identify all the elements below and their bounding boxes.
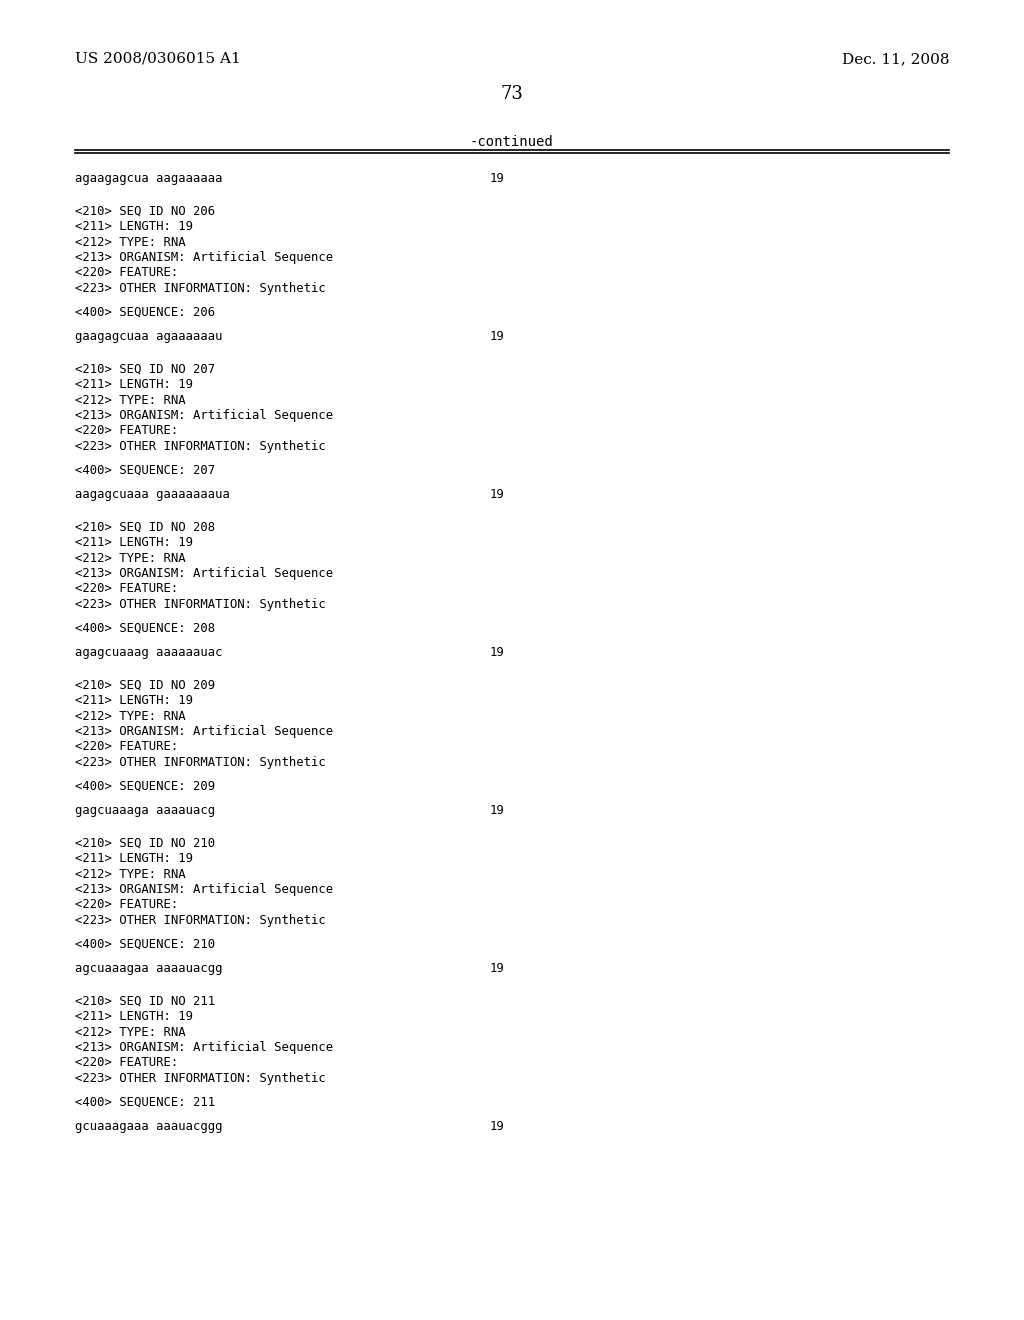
Text: <400> SEQUENCE: 207: <400> SEQUENCE: 207 bbox=[75, 465, 215, 477]
Text: agaagagcua aagaaaaaa: agaagagcua aagaaaaaa bbox=[75, 172, 222, 185]
Text: <213> ORGANISM: Artificial Sequence: <213> ORGANISM: Artificial Sequence bbox=[75, 725, 333, 738]
Text: <212> TYPE: RNA: <212> TYPE: RNA bbox=[75, 393, 185, 407]
Text: <400> SEQUENCE: 210: <400> SEQUENCE: 210 bbox=[75, 939, 215, 950]
Text: <400> SEQUENCE: 206: <400> SEQUENCE: 206 bbox=[75, 306, 215, 319]
Text: gagcuaaaga aaaauacg: gagcuaaaga aaaauacg bbox=[75, 804, 215, 817]
Text: <211> LENGTH: 19: <211> LENGTH: 19 bbox=[75, 378, 193, 391]
Text: <400> SEQUENCE: 209: <400> SEQUENCE: 209 bbox=[75, 780, 215, 793]
Text: 19: 19 bbox=[490, 488, 505, 502]
Text: <210> SEQ ID NO 210: <210> SEQ ID NO 210 bbox=[75, 837, 215, 850]
Text: <220> FEATURE:: <220> FEATURE: bbox=[75, 582, 178, 595]
Text: 19: 19 bbox=[490, 172, 505, 185]
Text: <212> TYPE: RNA: <212> TYPE: RNA bbox=[75, 867, 185, 880]
Text: <223> OTHER INFORMATION: Synthetic: <223> OTHER INFORMATION: Synthetic bbox=[75, 913, 326, 927]
Text: <223> OTHER INFORMATION: Synthetic: <223> OTHER INFORMATION: Synthetic bbox=[75, 1072, 326, 1085]
Text: <223> OTHER INFORMATION: Synthetic: <223> OTHER INFORMATION: Synthetic bbox=[75, 282, 326, 294]
Text: <210> SEQ ID NO 206: <210> SEQ ID NO 206 bbox=[75, 205, 215, 218]
Text: <223> OTHER INFORMATION: Synthetic: <223> OTHER INFORMATION: Synthetic bbox=[75, 598, 326, 611]
Text: <223> OTHER INFORMATION: Synthetic: <223> OTHER INFORMATION: Synthetic bbox=[75, 756, 326, 770]
Text: <211> LENGTH: 19: <211> LENGTH: 19 bbox=[75, 694, 193, 708]
Text: <213> ORGANISM: Artificial Sequence: <213> ORGANISM: Artificial Sequence bbox=[75, 251, 333, 264]
Text: <220> FEATURE:: <220> FEATURE: bbox=[75, 425, 178, 437]
Text: <213> ORGANISM: Artificial Sequence: <213> ORGANISM: Artificial Sequence bbox=[75, 883, 333, 896]
Text: agagcuaaag aaaaaauac: agagcuaaag aaaaaauac bbox=[75, 645, 222, 659]
Text: <211> LENGTH: 19: <211> LENGTH: 19 bbox=[75, 851, 193, 865]
Text: aagagcuaaa gaaaaaaaua: aagagcuaaa gaaaaaaaua bbox=[75, 488, 229, 502]
Text: <212> TYPE: RNA: <212> TYPE: RNA bbox=[75, 710, 185, 722]
Text: US 2008/0306015 A1: US 2008/0306015 A1 bbox=[75, 51, 241, 66]
Text: <400> SEQUENCE: 208: <400> SEQUENCE: 208 bbox=[75, 622, 215, 635]
Text: <223> OTHER INFORMATION: Synthetic: <223> OTHER INFORMATION: Synthetic bbox=[75, 440, 326, 453]
Text: 19: 19 bbox=[490, 330, 505, 343]
Text: <400> SEQUENCE: 211: <400> SEQUENCE: 211 bbox=[75, 1096, 215, 1109]
Text: <210> SEQ ID NO 208: <210> SEQ ID NO 208 bbox=[75, 520, 215, 533]
Text: gcuaaagaaa aaauacggg: gcuaaagaaa aaauacggg bbox=[75, 1119, 222, 1133]
Text: <211> LENGTH: 19: <211> LENGTH: 19 bbox=[75, 536, 193, 549]
Text: <212> TYPE: RNA: <212> TYPE: RNA bbox=[75, 235, 185, 248]
Text: <220> FEATURE:: <220> FEATURE: bbox=[75, 899, 178, 912]
Text: <213> ORGANISM: Artificial Sequence: <213> ORGANISM: Artificial Sequence bbox=[75, 1041, 333, 1053]
Text: <210> SEQ ID NO 209: <210> SEQ ID NO 209 bbox=[75, 678, 215, 692]
Text: gaagagcuaa agaaaaaau: gaagagcuaa agaaaaaau bbox=[75, 330, 222, 343]
Text: -continued: -continued bbox=[470, 135, 554, 149]
Text: <213> ORGANISM: Artificial Sequence: <213> ORGANISM: Artificial Sequence bbox=[75, 409, 333, 422]
Text: <211> LENGTH: 19: <211> LENGTH: 19 bbox=[75, 1010, 193, 1023]
Text: <212> TYPE: RNA: <212> TYPE: RNA bbox=[75, 1026, 185, 1039]
Text: 19: 19 bbox=[490, 804, 505, 817]
Text: 73: 73 bbox=[501, 84, 523, 103]
Text: <220> FEATURE:: <220> FEATURE: bbox=[75, 741, 178, 754]
Text: 19: 19 bbox=[490, 645, 505, 659]
Text: <210> SEQ ID NO 207: <210> SEQ ID NO 207 bbox=[75, 363, 215, 375]
Text: 19: 19 bbox=[490, 1119, 505, 1133]
Text: 19: 19 bbox=[490, 962, 505, 975]
Text: <213> ORGANISM: Artificial Sequence: <213> ORGANISM: Artificial Sequence bbox=[75, 568, 333, 579]
Text: <211> LENGTH: 19: <211> LENGTH: 19 bbox=[75, 220, 193, 234]
Text: <212> TYPE: RNA: <212> TYPE: RNA bbox=[75, 552, 185, 565]
Text: agcuaaagaa aaaauacgg: agcuaaagaa aaaauacgg bbox=[75, 962, 222, 975]
Text: Dec. 11, 2008: Dec. 11, 2008 bbox=[842, 51, 949, 66]
Text: <210> SEQ ID NO 211: <210> SEQ ID NO 211 bbox=[75, 994, 215, 1007]
Text: <220> FEATURE:: <220> FEATURE: bbox=[75, 267, 178, 280]
Text: <220> FEATURE:: <220> FEATURE: bbox=[75, 1056, 178, 1069]
